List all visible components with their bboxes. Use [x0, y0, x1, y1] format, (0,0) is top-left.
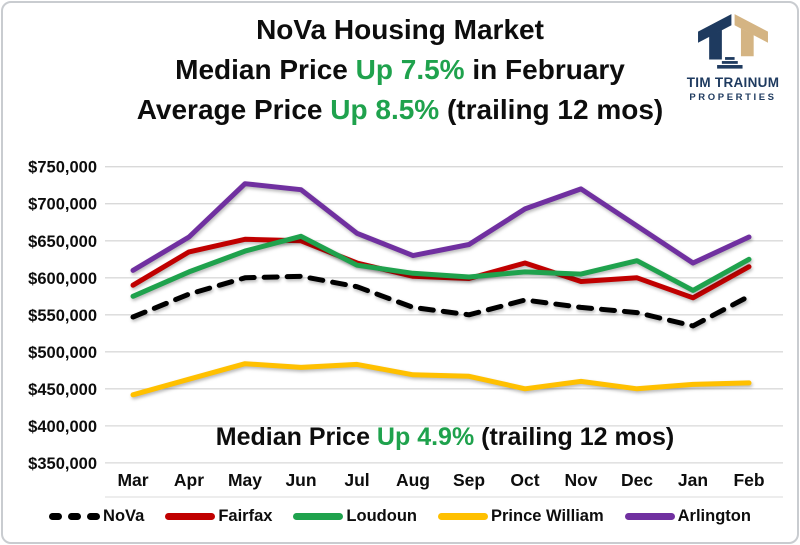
legend-label: Prince William [490, 507, 604, 525]
annotation-text: Median Price [215, 423, 377, 451]
x-tick-label: Mar [117, 470, 148, 490]
legend-label: Arlington [677, 507, 751, 525]
y-tick-label: $650,000 [28, 233, 97, 251]
x-tick-label: Jan [678, 470, 708, 490]
legend-label: Fairfax [218, 507, 273, 525]
title-highlight-median: Up 7.5% [355, 54, 465, 85]
y-tick-label: $400,000 [28, 418, 97, 436]
title-line-3: Average Price Up 8.5% (trailing 12 mos) [0, 90, 800, 130]
x-tick-label: Jun [285, 470, 316, 490]
series-line-nova [130, 273, 752, 329]
annotation-text: (trailing 12 mos) [474, 423, 675, 451]
legend-item-fairfax: Fairfax [165, 507, 272, 526]
x-tick-label: May [228, 470, 262, 490]
x-tick-label: Apr [174, 470, 204, 490]
y-tick-label: $450,000 [28, 381, 97, 399]
logo-subtitle: PROPERTIES [689, 92, 777, 103]
chart-legend: NoVa Fairfax Loudoun Prince William Arlingto… [0, 507, 800, 526]
x-tick-label: Oct [510, 470, 539, 490]
chart-title: NoVa Housing Market Median Price Up 7.5%… [0, 10, 800, 130]
x-tick-label: Aug [396, 470, 430, 490]
title-highlight-average: Up 8.5% [330, 94, 440, 125]
legend-item-nova: NoVa [49, 507, 144, 526]
y-tick-label: $700,000 [28, 196, 97, 214]
x-tick-label: Jul [344, 470, 369, 490]
legend-label: NoVa [103, 507, 145, 525]
series-line-loudoun [130, 233, 752, 299]
title-text: Median Price [175, 54, 356, 85]
legend-item-loudoun: Loudoun [293, 507, 417, 526]
price-chart: $750,000 $700,000 $650,000 $600,000 $550,000… [28, 159, 783, 498]
legend-swatch-nova [49, 513, 101, 520]
chart-annotation: Median Price Up 4.9% (trailing 12 mos) [105, 423, 785, 452]
annotation-highlight: Up 4.9% [376, 423, 475, 451]
legend-label: Loudoun [346, 507, 417, 525]
x-tick-label: Nov [564, 470, 597, 490]
series-line-arlington [130, 181, 752, 273]
logo-name: TIM TRAINUM [686, 75, 780, 90]
logo-house-icon [698, 14, 768, 69]
title-text: in February [464, 54, 625, 85]
title-text: NoVa Housing Market [256, 14, 544, 45]
y-tick-label: $550,000 [28, 307, 97, 325]
legend-swatch-arlington [624, 513, 675, 520]
legend-swatch-loudoun [293, 513, 344, 520]
x-tick-label: Feb [733, 470, 764, 490]
legend-swatch-prince-william [437, 513, 488, 520]
company-logo: TIM TRAINUM PROPERTIES [676, 7, 790, 103]
y-tick-label: $750,000 [28, 159, 97, 177]
title-text: (trailing 12 mos) [439, 94, 664, 125]
series-line-prince-william [130, 361, 752, 398]
title-text: Average Price [136, 94, 331, 125]
x-tick-label: Dec [621, 470, 653, 490]
legend-swatch-fairfax [165, 513, 216, 520]
title-line-1: NoVa Housing Market [0, 10, 800, 50]
y-tick-label: $350,000 [28, 455, 97, 473]
title-line-2: Median Price Up 7.5% in February [0, 50, 800, 90]
x-tick-label: Sep [453, 470, 485, 490]
legend-item-arlington: Arlington [624, 507, 751, 526]
y-tick-label: $600,000 [28, 270, 97, 288]
y-tick-label: $500,000 [28, 344, 97, 362]
legend-item-prince-william: Prince William [437, 507, 604, 526]
